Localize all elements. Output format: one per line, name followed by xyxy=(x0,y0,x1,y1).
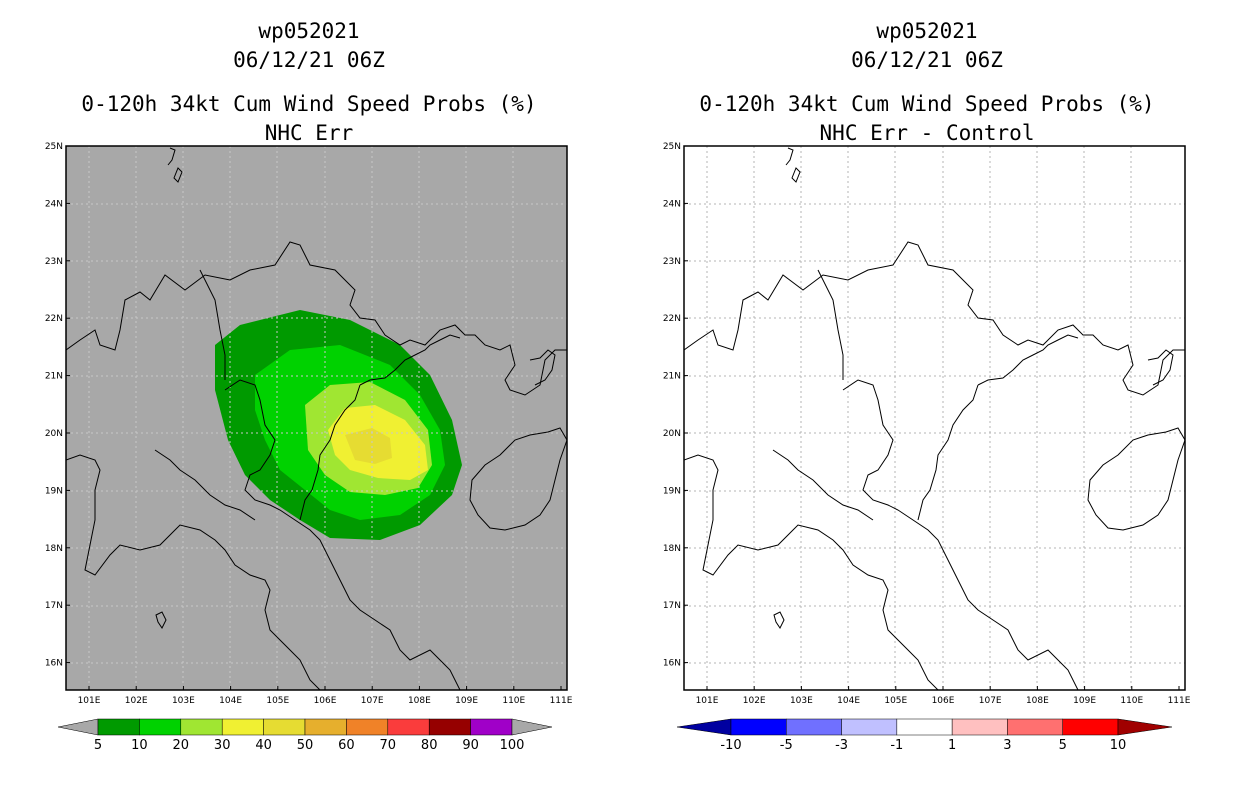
right-lon-label: 101E xyxy=(696,696,719,706)
left-colorbar-label: 40 xyxy=(255,738,272,753)
right-colorbar-swatch xyxy=(896,718,953,736)
left-lon-label: 105E xyxy=(266,696,289,706)
right-title-line3: 0-120h 34kt Cum Wind Speed Probs (%) xyxy=(699,92,1155,116)
right-colorbar-high-arrow xyxy=(1117,718,1173,736)
left-lat-label: 25N xyxy=(45,142,63,152)
left-map-frame xyxy=(65,145,568,691)
left-colorbar-swatch xyxy=(139,718,182,736)
left-colorbar-label: 5 xyxy=(94,738,102,753)
left-title-line4: NHC Err xyxy=(264,121,354,145)
left-colorbar-swatch xyxy=(304,718,347,736)
right-colorbar-swatch xyxy=(1007,718,1063,736)
left-lat-label: 20N xyxy=(45,429,63,439)
right-lon-label: 106E xyxy=(932,696,955,706)
right-title-line1: wp052021 xyxy=(876,19,978,43)
left-colorbar-high-arrow xyxy=(511,718,553,736)
left-colorbar-swatch xyxy=(97,718,140,736)
left-lat-label: 17N xyxy=(45,601,63,611)
left-lon-label: 102E xyxy=(125,696,148,706)
right-colorbar-label: 3 xyxy=(1003,738,1011,753)
left-title-line1: wp052021 xyxy=(258,19,360,43)
left-lon-label: 106E xyxy=(314,696,337,706)
left-colorbar-swatch xyxy=(221,718,264,736)
left-lon-label: 109E xyxy=(455,696,478,706)
right-colorbar-label: 5 xyxy=(1059,738,1067,753)
left-lat-label: 23N xyxy=(45,257,63,267)
left-colorbar-low-arrow xyxy=(57,718,99,736)
left-title-line3: 0-120h 34kt Cum Wind Speed Probs (%) xyxy=(81,92,537,116)
right-lon-label: 105E xyxy=(884,696,907,706)
left-colorbar-swatch xyxy=(470,718,513,736)
left-colorbar-swatch xyxy=(180,718,223,736)
right-lat-label: 20N xyxy=(663,429,681,439)
right-lat-label: 16N xyxy=(663,659,681,669)
right-map-frame xyxy=(683,145,1186,691)
right-colorbar-swatch xyxy=(951,718,1008,736)
right-colorbar-swatch xyxy=(841,718,898,736)
left-colorbar-swatch xyxy=(428,718,471,736)
left-colorbar-label: 60 xyxy=(338,738,355,753)
left-colorbar-swatch xyxy=(263,718,306,736)
left-colorbar-label: 50 xyxy=(297,738,314,753)
left-colorbar-swatch xyxy=(346,718,389,736)
right-lat-label: 23N xyxy=(663,257,681,267)
left-title-line2: 06/12/21 06Z xyxy=(233,48,385,72)
left-lon-label: 108E xyxy=(408,696,431,706)
right-colorbar-label: -3 xyxy=(835,738,848,753)
left-colorbar-label: 70 xyxy=(380,738,397,753)
left-lat-label: 22N xyxy=(45,314,63,324)
left-lon-label: 111E xyxy=(550,696,573,706)
right-title-line2: 06/12/21 06Z xyxy=(851,48,1003,72)
left-lat-label: 19N xyxy=(45,486,63,496)
left-lon-label: 101E xyxy=(78,696,101,706)
right-lon-label: 108E xyxy=(1026,696,1049,706)
left-colorbar-swatch xyxy=(387,718,430,736)
right-colorbar-label: -1 xyxy=(890,738,903,753)
left-lon-label: 103E xyxy=(172,696,195,706)
right-lat-label: 21N xyxy=(663,372,681,382)
right-lon-label: 103E xyxy=(790,696,813,706)
left-lon-label: 104E xyxy=(219,696,242,706)
right-colorbar-swatch xyxy=(786,718,842,736)
right-lat-label: 22N xyxy=(663,314,681,324)
left-lon-label: 107E xyxy=(361,696,384,706)
right-lon-label: 102E xyxy=(743,696,766,706)
right-colorbar-swatch xyxy=(1062,718,1119,736)
left-lon-label: 110E xyxy=(502,696,525,706)
left-lat-label: 24N xyxy=(45,199,63,209)
left-probability-contours xyxy=(66,146,567,690)
contour-40 xyxy=(345,428,392,464)
left-colorbar-label: 80 xyxy=(421,738,438,753)
right-map-background xyxy=(684,146,1185,690)
right-title-line4: NHC Err - Control xyxy=(819,121,1035,145)
right-lat-label: 19N xyxy=(663,486,681,496)
left-colorbar-label: 10 xyxy=(131,738,148,753)
left-lat-label: 18N xyxy=(45,544,63,554)
left-lat-label: 21N xyxy=(45,372,63,382)
right-lat-label: 17N xyxy=(663,601,681,611)
left-lat-label: 16N xyxy=(45,659,63,669)
left-colorbar-label: 90 xyxy=(462,738,479,753)
left-colorbar-label: 30 xyxy=(214,738,231,753)
left-colorbar-label: 20 xyxy=(173,738,190,753)
right-colorbar-label: -10 xyxy=(720,738,741,753)
right-lat-label: 25N xyxy=(663,142,681,152)
right-colorbar-label: 1 xyxy=(948,738,956,753)
right-colorbar-label: 10 xyxy=(1110,738,1127,753)
right-lon-label: 104E xyxy=(837,696,860,706)
right-lon-label: 111E xyxy=(1168,696,1191,706)
right-lat-label: 18N xyxy=(663,544,681,554)
right-colorbar-low-arrow xyxy=(676,718,732,736)
right-lon-label: 110E xyxy=(1120,696,1143,706)
right-colorbar-label: -5 xyxy=(780,738,793,753)
right-lat-label: 24N xyxy=(663,199,681,209)
right-lon-label: 109E xyxy=(1073,696,1096,706)
right-colorbar-swatch xyxy=(730,718,787,736)
left-colorbar-label: 100 xyxy=(500,738,525,753)
right-lon-label: 107E xyxy=(979,696,1002,706)
